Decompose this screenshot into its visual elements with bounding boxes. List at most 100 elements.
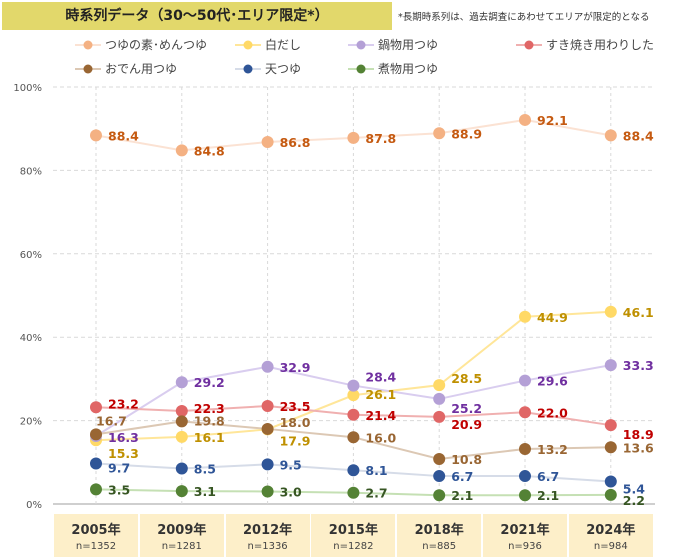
data-point <box>175 144 188 157</box>
data-point <box>519 406 531 419</box>
legend-label: 天つゆ <box>265 62 302 76</box>
legend-item: 天つゆ <box>235 60 301 77</box>
data-label: 6.7 <box>537 469 559 484</box>
data-point <box>90 457 102 470</box>
data-point <box>519 374 531 387</box>
data-point <box>261 485 274 498</box>
data-point <box>433 379 446 392</box>
sample-size: n=1282 <box>333 541 374 552</box>
data-label: 8.1 <box>365 463 387 478</box>
data-label: 15.3 <box>108 446 139 461</box>
legend-item: 白だし <box>235 36 301 53</box>
data-point <box>604 359 617 372</box>
x-tick-label: 2018年 <box>414 523 464 538</box>
legend-marker-icon <box>75 64 101 73</box>
data-point <box>519 113 531 126</box>
data-label: 2.7 <box>365 486 387 501</box>
x-category: 2005年 n=1352 <box>54 514 138 557</box>
legend-item: つゆの素･めんつゆ <box>75 36 207 53</box>
data-label: 3.5 <box>108 482 130 497</box>
data-point <box>261 400 274 413</box>
x-category: 2018年 n=885 <box>397 514 482 557</box>
data-point <box>261 360 274 373</box>
legend-label: 白だし <box>265 38 302 52</box>
x-tick-label: 2024年 <box>586 523 636 538</box>
legend-marker-icon <box>516 40 542 49</box>
legend-marker-icon <box>235 40 261 49</box>
y-tick-label: 80% <box>20 166 42 177</box>
y-tick-label: 20% <box>20 417 42 428</box>
legend-item: 煮物用つゆ <box>348 60 438 77</box>
data-point <box>261 422 274 435</box>
data-label: 18.9 <box>623 427 654 442</box>
legend-label: つゆの素･めんつゆ <box>105 38 208 52</box>
sample-size: n=1281 <box>161 541 202 552</box>
x-tick-label: 2009年 <box>157 523 207 538</box>
data-point <box>175 430 188 443</box>
data-point <box>175 376 188 389</box>
data-label: 20.9 <box>451 417 482 432</box>
data-point <box>433 489 446 502</box>
data-label: 88.4 <box>623 128 654 143</box>
data-label: 46.1 <box>623 305 654 320</box>
sample-size: n=1352 <box>75 541 117 552</box>
data-label: 23.5 <box>280 399 311 414</box>
data-label: 19.8 <box>194 413 225 428</box>
data-label: 92.1 <box>537 113 568 128</box>
data-point <box>90 428 102 441</box>
data-label: 3.1 <box>194 484 216 499</box>
x-tick-label: 2005年 <box>71 523 121 538</box>
data-label: 87.8 <box>365 131 396 146</box>
data-label: 86.8 <box>280 135 311 150</box>
data-label: 2.1 <box>451 488 473 503</box>
legend-label: すき焼き用わりした <box>546 38 655 52</box>
data-point <box>90 129 102 142</box>
data-label: 5.4 <box>623 481 645 496</box>
sample-size: n=984 <box>593 541 628 552</box>
x-tick-label: 2021年 <box>500 523 550 538</box>
data-label: 28.5 <box>451 371 482 386</box>
y-tick-label: 100% <box>13 83 42 94</box>
legend-label: 煮物用つゆ <box>378 62 439 76</box>
legend-label: おでん用つゆ <box>105 62 178 76</box>
x-category: 2021年 n=936 <box>483 514 567 557</box>
x-category: 2024年 n=984 <box>568 514 653 557</box>
data-point <box>175 462 188 475</box>
data-label: 16.0 <box>365 430 396 445</box>
data-label: 16.1 <box>194 430 225 445</box>
legend-marker-icon <box>235 64 261 73</box>
data-point <box>90 483 102 496</box>
legend-marker-icon <box>348 40 374 49</box>
data-point <box>519 310 531 323</box>
data-point <box>90 401 102 414</box>
y-tick-label: 40% <box>20 333 42 344</box>
data-point <box>604 441 617 454</box>
data-point <box>261 458 274 471</box>
data-label: 2.2 <box>623 493 645 508</box>
x-category: 2012年 n=1336 <box>225 514 310 557</box>
data-point <box>604 419 617 432</box>
data-point <box>347 131 360 144</box>
data-label: 44.9 <box>537 310 568 325</box>
legend-item: 鍋物用つゆ <box>348 36 438 53</box>
data-label: 13.2 <box>537 442 568 457</box>
footnote: *長期時系列は、過去調査にあわせてエリアが限定的となる <box>398 12 650 23</box>
data-label: 29.2 <box>194 375 225 390</box>
data-point <box>519 470 531 483</box>
legend-item: すき焼き用わりした <box>516 36 654 53</box>
legend-marker-icon <box>348 64 374 73</box>
sample-size: n=885 <box>422 541 457 552</box>
data-point <box>175 415 188 428</box>
data-label: 17.9 <box>280 433 311 448</box>
data-point <box>347 464 360 477</box>
data-label: 88.4 <box>108 128 139 143</box>
data-label: 29.6 <box>537 374 568 389</box>
legend-item: おでん用つゆ <box>75 60 177 77</box>
data-point <box>433 452 446 465</box>
data-label: 26.1 <box>365 387 396 402</box>
data-label: 6.7 <box>451 469 473 484</box>
data-point <box>604 305 617 318</box>
data-label: 33.3 <box>623 358 654 373</box>
data-point <box>604 475 617 488</box>
data-point <box>347 408 360 421</box>
